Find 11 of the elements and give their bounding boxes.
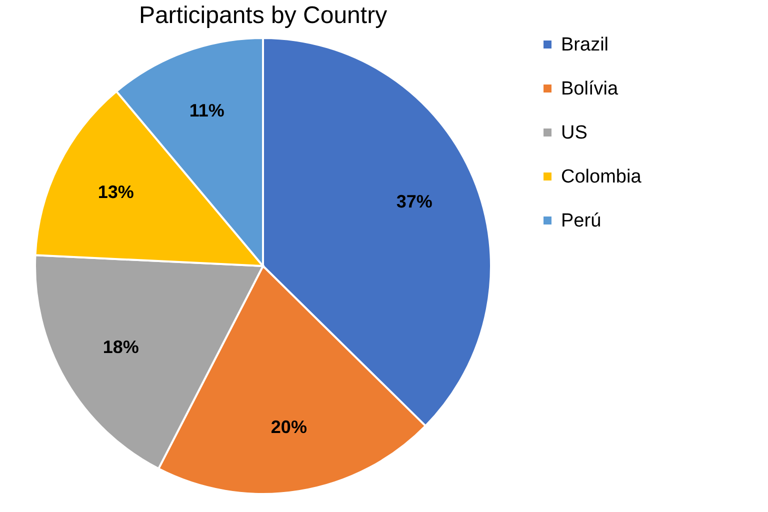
data-label: 20% [270,417,307,438]
legend-label: Colombia [561,166,642,188]
data-label: 13% [98,182,134,202]
data-label: 18% [102,337,139,358]
legend-label: Perú [561,210,602,232]
legend-label: Bolívia [561,78,618,100]
data-label: 11% [189,100,224,121]
data-label: 37% [396,192,432,212]
legend-label: US [561,122,588,144]
chart-title: Participants by Country [138,2,388,29]
legend-label: Brazil [561,34,609,56]
